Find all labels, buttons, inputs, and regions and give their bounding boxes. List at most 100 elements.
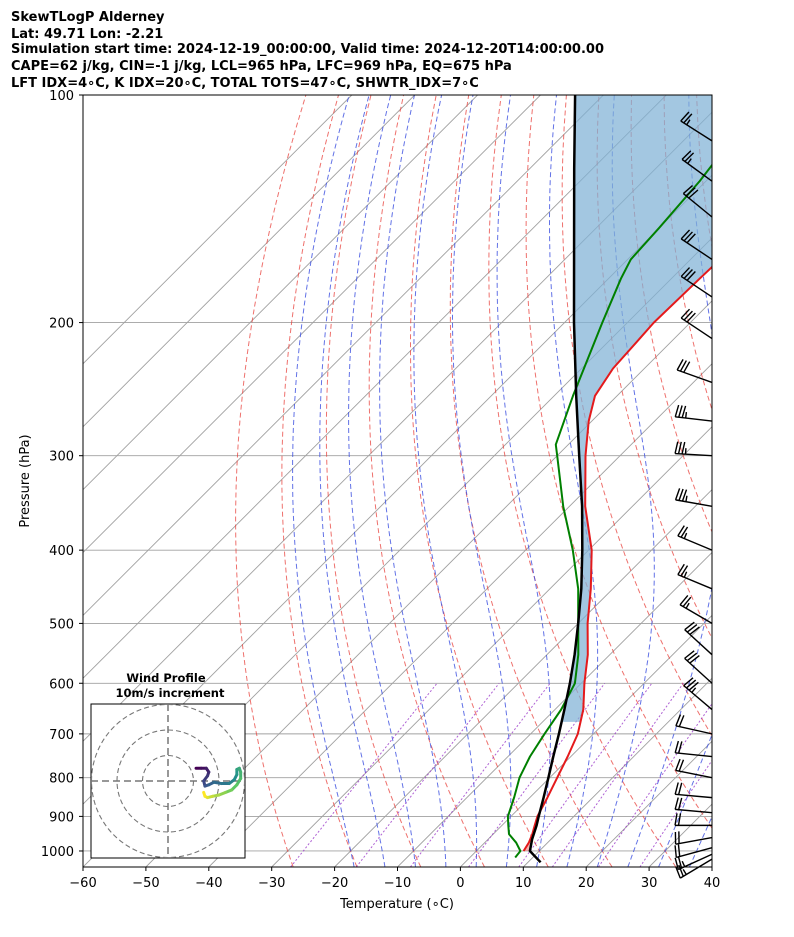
- dry-adiabat-line: [235, 95, 307, 867]
- wind-barb: [684, 650, 713, 684]
- y-tick-label: 100: [49, 89, 74, 104]
- dry-adiabat-line: [525, 95, 712, 829]
- isotherm-line: [145, 300, 712, 867]
- y-tick-label: 400: [49, 544, 74, 559]
- wind-barb: [680, 308, 713, 340]
- cape-fill-upper: [561, 95, 712, 722]
- moist-adiabat-line: [627, 95, 712, 867]
- wind-barb: [675, 714, 713, 735]
- dry-adiabat-line: [449, 95, 613, 867]
- wind-barb: [681, 150, 713, 182]
- moist-adiabat-line: [413, 95, 478, 867]
- wind-barb: [674, 813, 712, 827]
- mixing-ratio-line: [639, 759, 712, 867]
- wind-barb: [674, 844, 713, 859]
- header-line-1: SkewTLogP Alderney: [11, 10, 165, 25]
- y-tick-label: 700: [49, 728, 74, 743]
- dry-adiabat-line: [368, 95, 485, 867]
- y-tick-label: 800: [49, 772, 74, 787]
- y-tick-label: 600: [49, 677, 74, 692]
- mixing-ratio-line: [518, 683, 653, 867]
- isotherm-line: [208, 363, 712, 867]
- mixing-ratio-line: [290, 682, 438, 867]
- mixing-ratio-line: [468, 683, 606, 867]
- hodograph-ring: [91, 704, 245, 858]
- x-axis-ticks: −60 −50 −40 −30 −20 −10 0 10 20 30 40: [69, 867, 720, 891]
- y-tick-label: 200: [49, 317, 74, 332]
- wind-barbs: [674, 111, 713, 879]
- x-tick-label: −50: [132, 876, 159, 891]
- dry-adiabat-line: [488, 95, 677, 867]
- dry-adiabat-line: [663, 95, 712, 412]
- wind-barb: [674, 488, 713, 507]
- moist-adiabat-line: [452, 95, 512, 867]
- wind-barb: [677, 525, 713, 551]
- isotherm-line: [83, 95, 353, 365]
- wind-barb: [674, 441, 713, 457]
- x-tick-label: 10: [515, 876, 532, 891]
- y-axis-label: Pressure (hPa): [18, 434, 33, 527]
- wind-barb: [674, 782, 713, 799]
- wind-barb: [682, 185, 713, 218]
- x-tick-label: −10: [384, 876, 411, 891]
- isotherm-line: [460, 614, 712, 867]
- isotherm-line: [711, 866, 712, 867]
- header-line-2: Lat: 49.71 Lon: -2.21: [11, 27, 163, 42]
- hodograph-inset: Wind Profile 10m/s increment: [90, 671, 246, 859]
- dry-adiabat-line: [325, 95, 422, 867]
- moist-adiabat-line: [549, 95, 599, 867]
- wind-barb: [683, 677, 713, 711]
- wind-barb: [674, 797, 713, 814]
- hodograph-segment: [202, 790, 207, 798]
- dry-adiabat-line: [729, 95, 794, 867]
- isotherm-line: [522, 677, 712, 867]
- isotherm-line: [83, 95, 604, 617]
- profile-lines: [506, 95, 712, 864]
- chart-header: SkewTLogP Alderney Lat: 49.71 Lon: -2.21…: [11, 10, 604, 91]
- x-axis-label: Temperature (∘C): [339, 897, 454, 912]
- x-tick-label: −40: [195, 876, 222, 891]
- x-tick-label: −30: [258, 876, 285, 891]
- isotherm-line: [83, 95, 478, 491]
- isotherm-line: [83, 95, 667, 679]
- mixing-ratio-line: [551, 683, 684, 867]
- wind-barb: [674, 404, 713, 422]
- header-line-3: Simulation start time: 2024-12-19_00:00:…: [11, 42, 604, 57]
- wind-barb: [680, 229, 713, 260]
- y-tick-label: 1000: [41, 845, 74, 860]
- y-axis-ticks: 1000 900 800 700 600 500 400 300 200 100: [41, 89, 83, 860]
- parcel-line: [528, 95, 584, 864]
- wind-barb: [677, 563, 713, 590]
- dry-adiabat-line: [410, 95, 549, 867]
- x-tick-label: 40: [704, 876, 721, 891]
- wind-barb: [675, 758, 713, 779]
- hodograph-body: [90, 703, 246, 859]
- isotherm-line: [83, 95, 541, 554]
- wind-barb: [680, 267, 713, 298]
- wind-barb: [680, 111, 713, 142]
- wind-barb: [684, 621, 713, 656]
- moist-adiabat-line: [379, 95, 447, 867]
- mixing-ratio-line: [355, 682, 500, 867]
- moist-adiabat-line: [292, 95, 355, 867]
- y-tick-label: 300: [49, 450, 74, 465]
- isotherm-line: [83, 95, 416, 428]
- wind-barb: [676, 359, 713, 384]
- y-tick-label: 900: [49, 810, 74, 825]
- isotherm-line: [271, 426, 712, 867]
- moist-adiabat-line: [720, 95, 794, 867]
- dry-adiabat-line: [762, 95, 794, 867]
- moist-adiabat-line: [496, 95, 552, 867]
- header-line-5: LFT IDX=4∘C, K IDX=20∘C, TOTAL TOTS=47∘C…: [11, 76, 479, 91]
- x-tick-label: 0: [456, 876, 464, 891]
- moist-adiabat-line: [348, 95, 416, 867]
- isotherm-line: [334, 488, 712, 867]
- moist-adiabat-line: [658, 733, 712, 867]
- isotherm-line: [397, 551, 712, 867]
- x-tick-label: 30: [641, 876, 658, 891]
- mixing-ratio-line: [597, 702, 712, 867]
- hodograph-title: Wind Profile: [126, 671, 206, 685]
- x-tick-label: −20: [321, 876, 348, 891]
- hodograph-subtitle: 10m/s increment: [116, 686, 225, 700]
